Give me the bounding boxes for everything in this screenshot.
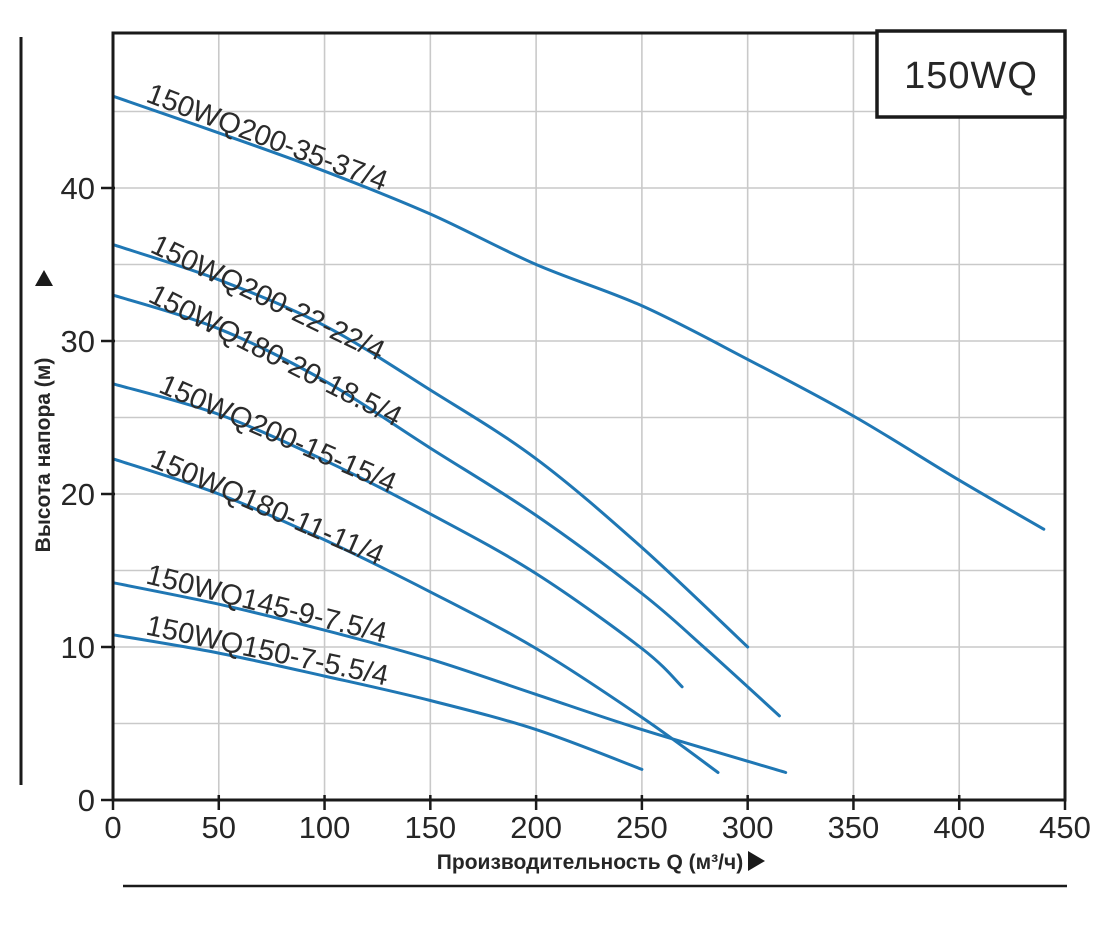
y-tick-label: 40 [61, 171, 95, 206]
legend-box [875, 29, 1067, 119]
x-tick-label: 450 [1039, 810, 1091, 845]
curve-label-layer: 150WQ200-35-37/4150WQ200-22-22/4150WQ180… [142, 78, 407, 693]
x-tick-label: 300 [722, 810, 774, 845]
x-axis-arrow-icon [748, 851, 765, 871]
grid-layer [113, 33, 1065, 800]
x-tick-label: 400 [933, 810, 985, 845]
curve-150wq180-11-11-4 [111, 457, 720, 774]
curve-150wq200-15-15-4 [111, 382, 684, 689]
x-tick-label: 100 [299, 810, 351, 845]
curve-150wq200-35-37-4 [111, 94, 1046, 531]
curve-label-curve-150wq200-35-37-4: 150WQ200-35-37/4 [142, 78, 392, 198]
curve-150wq150-7-5-5-4 [111, 633, 644, 771]
curve-150wq145-9-7-5-4 [111, 581, 788, 774]
plot-frame [111, 31, 1067, 802]
x-tick-label: 350 [828, 810, 880, 845]
y-axis-title: Высота напора (м) [32, 358, 55, 553]
x-tick-label: 0 [104, 810, 121, 845]
x-axis-title: Производительность Q (м³/ч) [437, 851, 743, 874]
x-tick-label: 50 [202, 810, 236, 845]
legend-title: 150WQ [904, 55, 1038, 97]
y-tick-label: 10 [61, 630, 95, 665]
tick-layer: 0 50 100 150 200 250 300 350 400 450 0 10 20 30 40 [61, 171, 1091, 845]
x-tick-label: 150 [404, 810, 456, 845]
y-tick-label: 20 [61, 477, 95, 512]
y-tick-label: 30 [61, 324, 95, 359]
curve-layer [111, 94, 1046, 774]
y-axis-arrow-icon [35, 270, 53, 286]
curve-150wq200-22-22-4 [111, 243, 750, 649]
curve-150wq180-20-18-5-4 [111, 293, 781, 718]
y-tick-label: 0 [78, 783, 95, 818]
x-tick-label: 250 [616, 810, 668, 845]
x-tick-label: 200 [510, 810, 562, 845]
